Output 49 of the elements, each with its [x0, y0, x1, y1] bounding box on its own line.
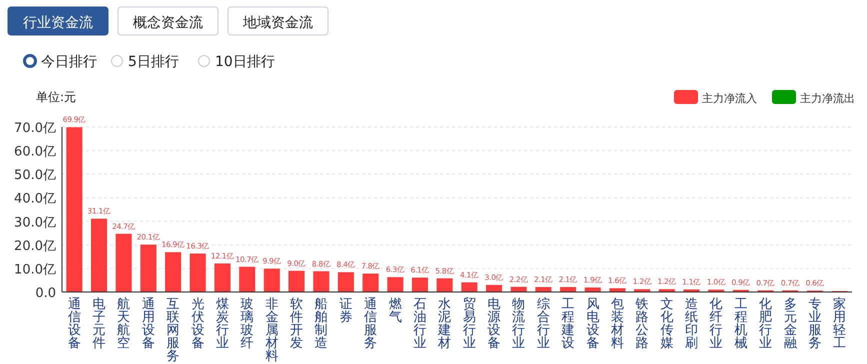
y-axis-title: 单位:元	[36, 90, 76, 104]
x-tick-label: 多元金融	[784, 297, 797, 351]
x-tick-label: 非金属材料	[264, 297, 278, 364]
x-tick-label: 综合行业	[536, 297, 550, 351]
x-tick-label: 通用设备	[142, 297, 155, 351]
x-tick-label: 互联网服务	[166, 297, 180, 364]
x-tick-label: 证券	[339, 297, 352, 325]
x-tick-label: 光伏设备	[191, 297, 204, 351]
y-tick-label: 40.0亿	[14, 192, 56, 207]
x-tick-label: 水泥建材	[437, 297, 452, 351]
annotation: 地域资金流	[228, 6, 328, 36]
legend-label: 主力净流入	[702, 92, 757, 105]
y-tick-label: 20.0亿	[14, 238, 56, 254]
y-tick-label: 60.0亿	[14, 144, 56, 160]
y-tick-label: 10.0亿	[14, 262, 56, 278]
x-tick-label: 物流行业	[512, 297, 526, 351]
x-tick-label: 化肥行业	[759, 297, 772, 351]
x-tick-label: 贸易行业	[462, 297, 476, 351]
annotation: 10日排行	[198, 54, 275, 70]
legend-label: 主力净流出	[800, 92, 855, 105]
y-tick-label: 50.0亿	[14, 168, 56, 184]
annotation: 今日排行	[23, 54, 97, 70]
x-tick-label: 燃气	[388, 297, 402, 325]
x-tick-label: 通信服务	[364, 297, 378, 351]
x-tick-label: 工程建设	[560, 297, 575, 351]
x-tick-label: 石油行业	[413, 297, 426, 351]
y-tick-label: 30.0亿	[14, 215, 56, 230]
annotation: 行业资金流	[8, 6, 108, 36]
x-tick-label: 航天航空	[117, 297, 130, 351]
x-tick-label: 风电设备	[586, 297, 600, 351]
x-tick-label: 电源设备	[488, 297, 501, 351]
y-tick-label: 0.0	[35, 286, 56, 301]
annotation: 概念资金流	[118, 6, 218, 36]
x-tick-label: 通信设备	[68, 297, 81, 351]
x-tick-label: 软件开发	[290, 297, 304, 351]
x-tick-label: 专业服务	[808, 297, 822, 351]
x-tick-label: 家用轻工	[833, 296, 846, 351]
x-tick-label: 文化传媒	[660, 297, 674, 351]
x-tick-label: 船舶制造	[314, 297, 328, 351]
x-tick-label: 电子元件	[92, 297, 106, 351]
y-tick-label: 70.0亿	[14, 121, 56, 136]
x-tick-label: 工程机械	[734, 297, 748, 351]
x-tick-label: 煤炭行业	[216, 297, 229, 351]
x-tick-label: 造纸印刷	[685, 297, 698, 351]
x-tick-label: 包装材料	[610, 297, 624, 351]
x-tick-label: 化纤行业	[710, 297, 723, 351]
annotation: 5日排行	[111, 54, 179, 70]
x-tick-label: 玻璃玻纤	[240, 297, 254, 351]
x-tick-label: 铁路公路	[634, 297, 649, 351]
